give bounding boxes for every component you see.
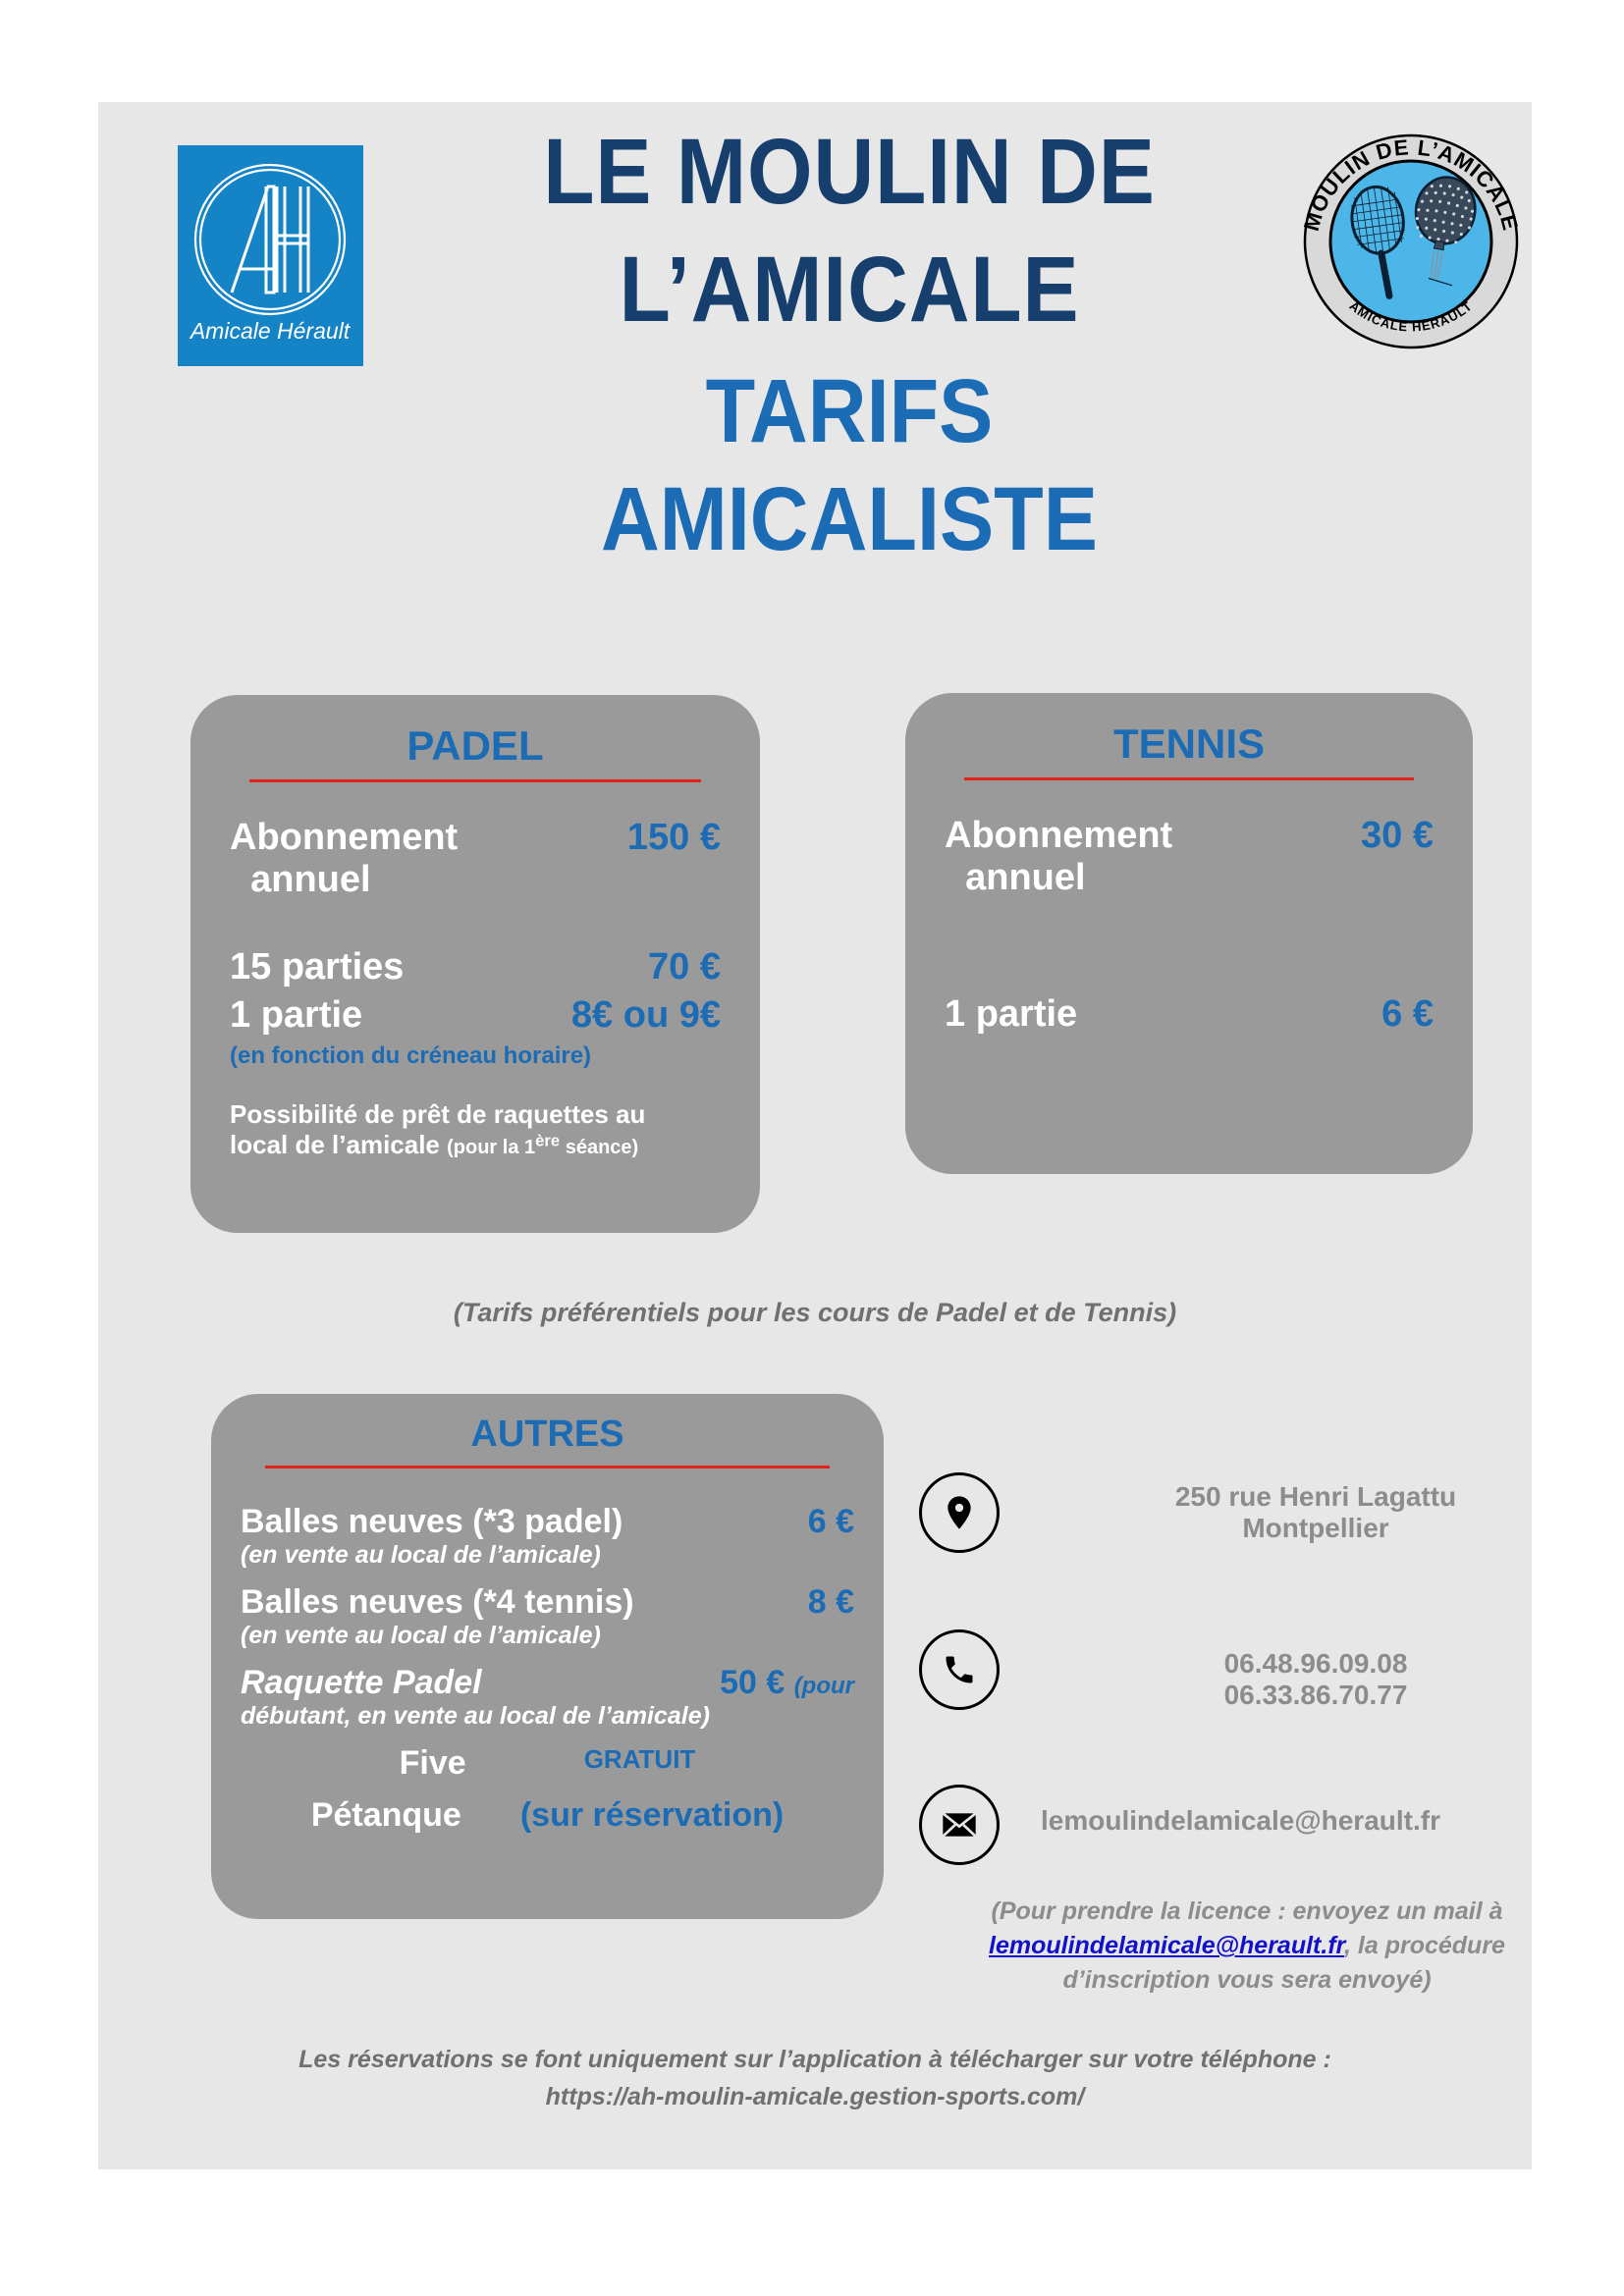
svg-text:Amicale Hérault: Amicale Hérault [189, 318, 352, 344]
